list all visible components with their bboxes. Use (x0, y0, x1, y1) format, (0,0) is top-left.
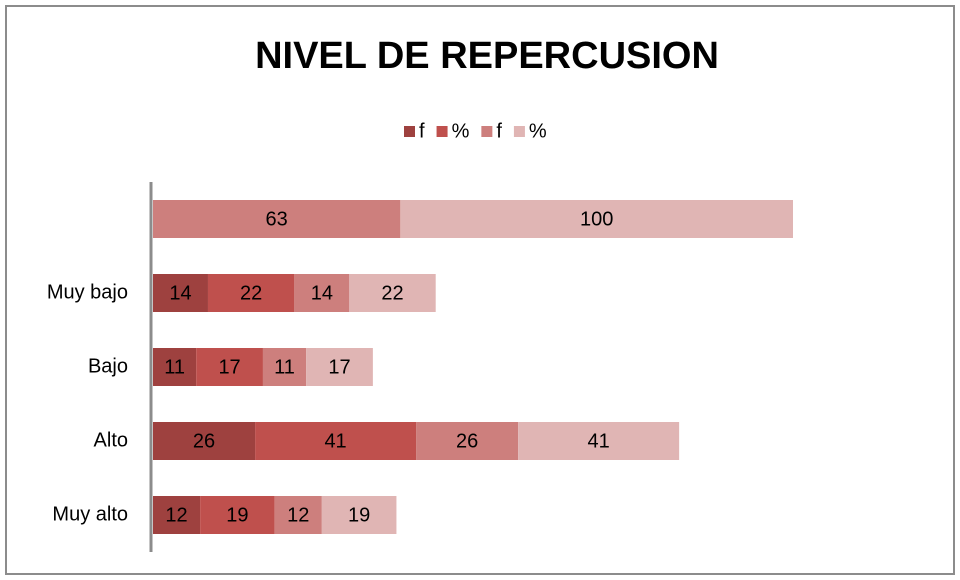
data-label: 22 (381, 282, 403, 304)
bar-segment (518, 422, 680, 460)
data-label: 11 (164, 356, 185, 378)
data-label: 63 (266, 208, 288, 230)
bar-segment (400, 200, 793, 238)
data-label: 41 (324, 430, 346, 452)
bar-segment (416, 422, 519, 460)
bar-segment (153, 200, 401, 238)
bar-segment (262, 348, 307, 386)
y-tick-label: Bajo (88, 355, 128, 377)
y-tick-label: Muy bajo (47, 281, 128, 303)
legend-label: f (419, 120, 425, 142)
data-label: 12 (287, 504, 309, 526)
chart-title: NIVEL DE REPERCUSION (255, 35, 719, 77)
data-label: 11 (274, 356, 295, 378)
data-label: 19 (226, 504, 248, 526)
bar-segment (321, 496, 397, 534)
data-label: 26 (456, 430, 478, 452)
bar-segment (349, 274, 436, 312)
legend-label: % (452, 120, 470, 142)
bar-segment (200, 496, 275, 534)
chart-frame (5, 5, 955, 575)
bar-segment (196, 348, 263, 386)
bar-segment (153, 496, 201, 534)
legend-label: % (529, 120, 547, 142)
data-label: 14 (169, 282, 191, 304)
bar-segment (255, 422, 417, 460)
legend-swatch (513, 126, 525, 137)
data-label: 17 (328, 356, 350, 378)
y-tick-label: Muy alto (52, 503, 128, 525)
legend-swatch (436, 126, 448, 137)
bar-segment (274, 496, 322, 534)
data-label: 12 (165, 504, 187, 526)
data-label: 22 (240, 282, 262, 304)
data-label: 26 (193, 430, 215, 452)
data-label: 100 (580, 208, 613, 230)
data-label: 19 (348, 504, 370, 526)
y-tick-label: Alto (94, 429, 128, 451)
bar-segment (153, 274, 208, 312)
data-label: 14 (311, 282, 333, 304)
data-label: 17 (218, 356, 240, 378)
legend-swatch (481, 126, 493, 137)
bar-segment (153, 422, 256, 460)
bar-segment (294, 274, 350, 312)
bar-segment (306, 348, 373, 386)
bar-segment (207, 274, 295, 312)
bar-segment (153, 348, 197, 386)
legend-label: f (496, 120, 502, 142)
data-label: 41 (588, 430, 610, 452)
legend-swatch (404, 126, 415, 137)
